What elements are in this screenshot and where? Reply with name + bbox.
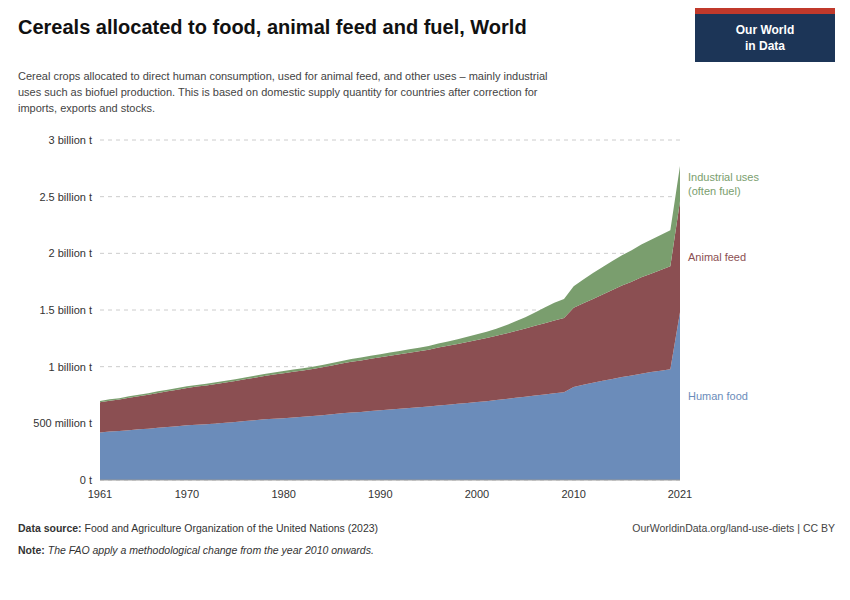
chart: Cereals allocated to food, animal feed a… (0, 0, 850, 600)
y-tick-label: 2 billion t (49, 247, 92, 259)
areas (100, 166, 680, 480)
url: OurWorldinData.org/land-use-diets | CC B… (632, 522, 835, 534)
grid-line (100, 253, 680, 254)
background (0, 0, 850, 600)
source-label: Data source: (18, 522, 82, 534)
series-label-line: Animal feed (688, 251, 746, 263)
x-tick-label: 2000 (465, 488, 489, 500)
series-label-line: Industrial uses (688, 171, 759, 183)
area (100, 166, 680, 402)
x-tick-label: 1990 (368, 488, 392, 500)
note-text: The FAO apply a methodological change fr… (45, 544, 374, 556)
y-tick-label: 0 t (80, 474, 92, 486)
subtitle-line: uses such as biofuel production. This is… (18, 86, 538, 98)
series-label-line: Human food (688, 390, 748, 402)
series-label: Animal feed (688, 251, 746, 263)
source: Data source: Food and Agriculture Organi… (18, 522, 378, 534)
series-label: Human food (688, 390, 748, 402)
grid-line (100, 196, 680, 197)
y-tick-label: 500 million t (33, 417, 92, 429)
grid (100, 140, 680, 480)
subtitle: Cereal crops allocated to direct human c… (18, 70, 548, 114)
x-tick-label: 1980 (271, 488, 295, 500)
y-tick-label: 2.5 billion t (39, 191, 92, 203)
y-tick-label: 3 billion t (49, 134, 92, 146)
logo-background (695, 8, 835, 62)
note: Note: The FAO apply a methodological cha… (18, 544, 374, 556)
series-label-line: (often fuel) (688, 185, 741, 197)
title: Cereals allocated to food, animal feed a… (18, 16, 527, 38)
note-label: Note: (18, 544, 45, 556)
y-tick-label: 1 billion t (49, 361, 92, 373)
series-label: Industrial uses (often fuel) (688, 171, 759, 197)
logo: Our World in Data (695, 8, 835, 62)
y-tick-label: 1.5 billion t (39, 304, 92, 316)
grid-line (100, 140, 680, 141)
logo-text: in Data (745, 39, 785, 53)
x-tick-label: 2021 (668, 488, 692, 500)
area (100, 201, 680, 432)
x-tick-label: 2010 (561, 488, 585, 500)
logo-bar (695, 8, 835, 14)
grid-line (100, 480, 680, 481)
source-text: Food and Agriculture Organization of the… (82, 522, 379, 534)
x-axis (100, 480, 680, 481)
subtitle-line: imports, exports and stocks. (18, 102, 155, 114)
logo-text: Our World (736, 23, 794, 37)
subtitle-line: Cereal crops allocated to direct human c… (18, 70, 548, 82)
x-tick-label: 1970 (175, 488, 199, 500)
x-tick-label: 1961 (88, 488, 112, 500)
